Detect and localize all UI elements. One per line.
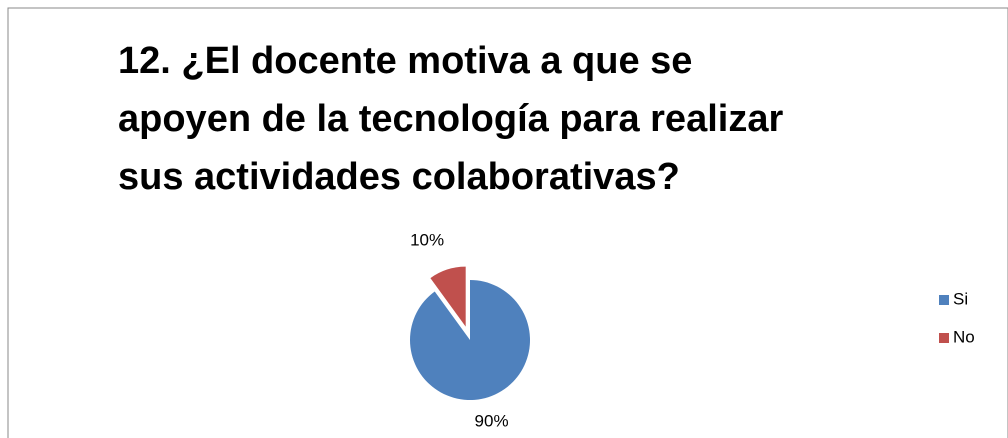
- pie-slice: [410, 280, 530, 401]
- legend-label: No: [953, 327, 975, 346]
- pie-slice: [430, 266, 466, 327]
- legend-swatch: [939, 295, 949, 305]
- data-label: 90%: [475, 411, 509, 430]
- legend-label: Si: [953, 289, 968, 308]
- chart-border: [7, 7, 1008, 438]
- chart-title: 12. ¿El docente motiva a que se apoyen d…: [118, 40, 784, 198]
- legend-swatch: [939, 333, 949, 343]
- data-label: 10%: [410, 230, 444, 249]
